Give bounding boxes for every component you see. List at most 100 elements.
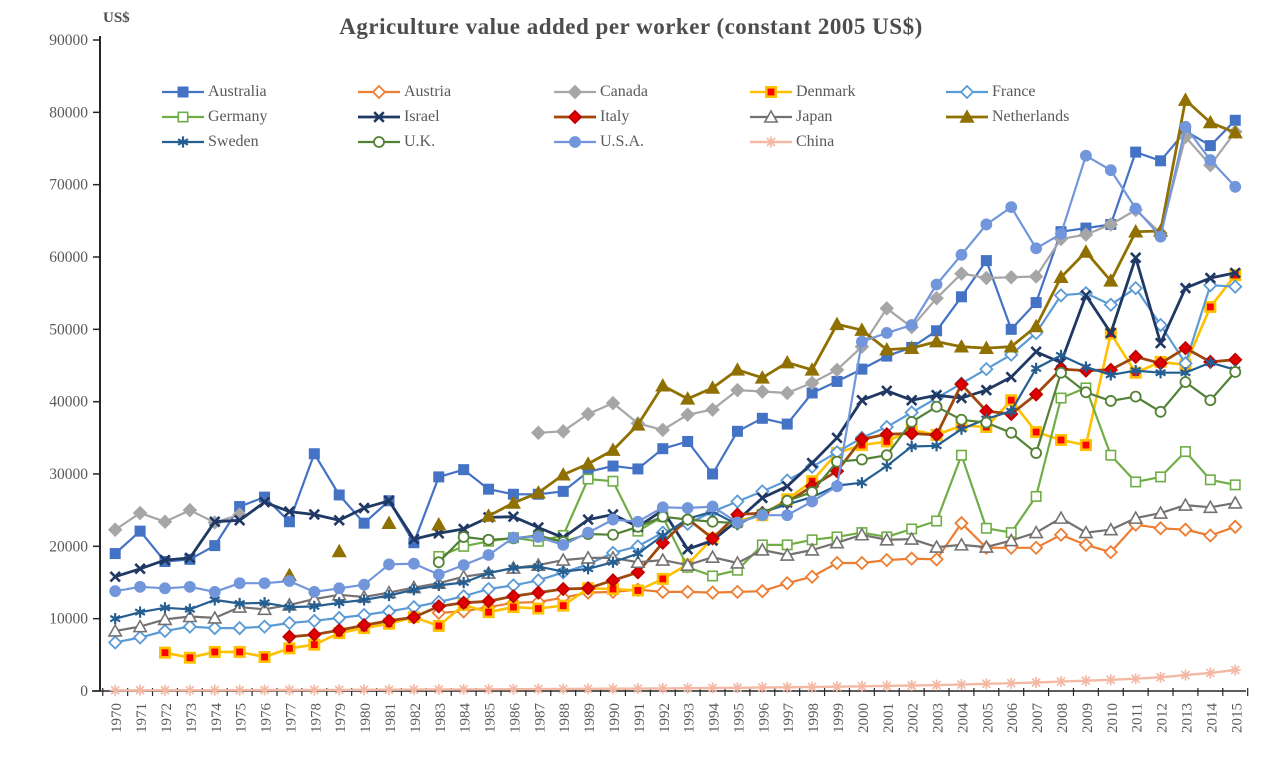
- legend-label: Canada: [600, 82, 648, 100]
- diamond-marker-icon: [554, 84, 596, 99]
- legend-label: U.S.A.: [600, 132, 645, 150]
- legend-item-germany: Germany: [160, 104, 356, 129]
- x-axis-label: 1980: [358, 703, 374, 733]
- series-line: [164, 274, 1237, 659]
- x-axis-label: 1978: [308, 703, 324, 733]
- legend-label: Australia: [208, 82, 267, 100]
- x-axis-label: 2010: [1105, 703, 1121, 733]
- x-axis-label: 1986: [507, 703, 523, 734]
- series-line: [114, 131, 1237, 531]
- legend-item-sweden: Sweden: [160, 129, 356, 154]
- circle-marker-icon: [358, 135, 400, 148]
- legend-item-italy: Italy: [552, 104, 748, 129]
- x-axis-label: 2002: [906, 703, 922, 733]
- x-axis-label: 2008: [1055, 703, 1071, 733]
- x-axis-label: 1973: [184, 703, 200, 733]
- asterisk8-marker-icon: [750, 136, 792, 147]
- x-axis-label: 1990: [607, 703, 623, 733]
- series-sweden: [109, 349, 1241, 625]
- x-axis-label: 1993: [682, 703, 698, 733]
- legend-item-israel: Israel: [356, 104, 552, 129]
- legend-label: Germany: [208, 107, 268, 125]
- diamond-marker-icon: [946, 84, 988, 99]
- x-axis-label: 2004: [955, 703, 971, 734]
- y-axis-label: 90000: [49, 32, 88, 49]
- square-marker-icon: [750, 85, 792, 98]
- x-axis-label: 1977: [283, 703, 299, 734]
- x-axis-label: 1991: [632, 703, 648, 733]
- x-axis-label: 2011: [1130, 703, 1146, 732]
- y-axis-label: 10000: [49, 611, 88, 628]
- y-axis-label: 0: [80, 683, 88, 700]
- x-marker-icon: [358, 110, 400, 123]
- triangle-marker-icon: [750, 108, 792, 123]
- x-axis-label: 1971: [134, 703, 150, 733]
- star6-marker-icon: [162, 135, 204, 148]
- x-axis-label: 2000: [856, 703, 872, 733]
- legend-item-canada: Canada: [552, 79, 748, 104]
- series-australia: [109, 114, 1241, 568]
- chart-legend: Australia Austria Canada Denmark France Germa…: [160, 79, 1140, 154]
- x-axis-label: 1984: [458, 703, 474, 734]
- diamond-marker-icon: [358, 84, 400, 99]
- x-axis-label: 2007: [1030, 703, 1046, 734]
- legend-item-australia: Australia: [160, 79, 356, 104]
- legend-label: Israel: [404, 107, 440, 125]
- legend-label: China: [796, 132, 835, 150]
- series-usa: [109, 120, 1242, 598]
- x-axis-label: 2001: [881, 703, 897, 733]
- x-axis-label: 1995: [731, 703, 747, 733]
- x-axis-label: 1999: [831, 703, 847, 733]
- diamond-marker-icon: [554, 109, 596, 124]
- x-axis-label: 1987: [532, 703, 548, 734]
- x-axis-label: 1972: [159, 703, 175, 733]
- legend-label: Italy: [600, 107, 630, 125]
- x-axis-label: 1994: [707, 703, 723, 734]
- x-axis-label: 1983: [433, 703, 449, 733]
- legend-item-china: China: [748, 129, 944, 154]
- x-axis-label: 2014: [1204, 703, 1220, 734]
- x-axis-label: 2005: [980, 703, 996, 733]
- x-axis-label: 1981: [383, 703, 399, 733]
- x-axis-label: 2012: [1155, 703, 1171, 733]
- legend-label: Denmark: [796, 82, 856, 100]
- x-axis-label: 1996: [756, 703, 772, 734]
- legend-label: Netherlands: [992, 107, 1070, 125]
- x-axis-label: 1982: [408, 703, 424, 733]
- x-axis-label: 1979: [333, 703, 349, 733]
- series-line: [115, 501, 1236, 633]
- legend-label: Sweden: [208, 132, 259, 150]
- series-china: [109, 664, 1241, 696]
- x-axis-label: 1988: [557, 703, 573, 733]
- chart-title: Agriculture value added per worker (cons…: [339, 14, 923, 39]
- y-axis-unit-label: US$: [103, 10, 130, 26]
- y-axis-label: 80000: [49, 104, 88, 121]
- x-axis-label: 1970: [109, 703, 125, 733]
- x-axis-label: 1985: [483, 703, 499, 733]
- x-axis-label: 1989: [582, 703, 598, 733]
- legend-label: France: [992, 82, 1036, 100]
- x-axis-label: 2006: [1005, 703, 1021, 734]
- legend-item-japan: Japan: [748, 104, 944, 129]
- y-axis-label: 20000: [49, 538, 88, 555]
- legend-item-austria: Austria: [356, 79, 552, 104]
- circle-marker-icon: [554, 135, 596, 148]
- x-axis-label: 2013: [1179, 703, 1195, 733]
- y-axis-label: 30000: [49, 466, 88, 483]
- legend-label: Austria: [404, 82, 452, 100]
- x-axis-label: 1975: [234, 703, 250, 733]
- series-line: [114, 284, 1236, 644]
- legend-label: Japan: [796, 107, 833, 125]
- legend-item-netherlands: Netherlands: [944, 104, 1140, 129]
- legend-item-france: France: [944, 79, 1140, 104]
- legend-item-denmark: Denmark: [748, 79, 944, 104]
- y-axis-label: 40000: [49, 394, 88, 411]
- x-axis-label: 1997: [781, 703, 797, 734]
- x-axis-label: 1992: [657, 703, 673, 733]
- x-axis-label: 2003: [931, 703, 947, 733]
- series-japan: [107, 495, 1243, 637]
- x-axis-label: 1974: [209, 703, 225, 734]
- series-line: [114, 119, 1237, 563]
- x-axis-label: 2009: [1080, 703, 1096, 733]
